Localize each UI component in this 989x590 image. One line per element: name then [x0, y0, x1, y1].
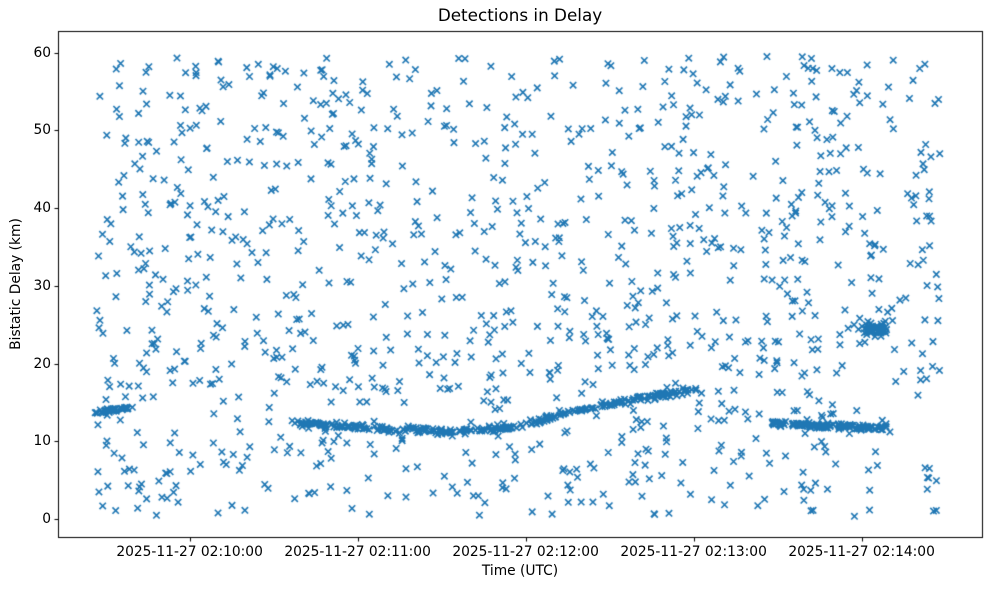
- x-tick-label: 2025-11-27 02:13:00: [620, 544, 767, 560]
- y-tick-label: 60: [33, 44, 51, 61]
- x-tick-label: 2025-11-27 02:12:00: [452, 544, 599, 560]
- x-tick-label: 2025-11-27 02:11:00: [284, 544, 431, 560]
- y-tick-label: 20: [33, 355, 51, 372]
- x-tick-label: 2025-11-27 02:10:00: [116, 544, 263, 560]
- x-tick-label: 2025-11-27 02:14:00: [788, 544, 935, 560]
- y-tick-label: 10: [33, 433, 51, 450]
- chart-title: Detections in Delay: [437, 5, 603, 25]
- y-tick-label: 30: [33, 277, 51, 294]
- y-tick-label: 40: [33, 200, 51, 217]
- y-tick-label: 50: [33, 122, 51, 139]
- y-tick-label: 0: [42, 511, 51, 528]
- x-axis-label: Time (UTC): [481, 563, 559, 579]
